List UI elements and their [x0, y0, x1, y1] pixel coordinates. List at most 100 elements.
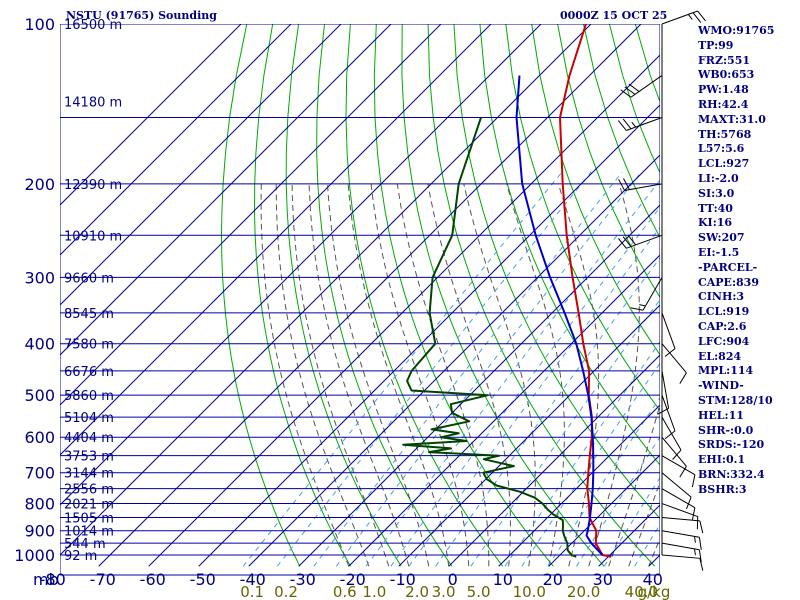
index-item: SHR-:0.0: [698, 423, 754, 437]
wind-barb: [661, 394, 676, 440]
index-item: LCL:927: [698, 157, 750, 171]
pressure-label: 400: [24, 335, 55, 354]
isotherm-line: [60, 24, 242, 206]
wind-barb-flag: [672, 449, 682, 460]
index-item: MAXT:31.0: [698, 112, 766, 126]
temperature-tick-label: 30: [593, 570, 613, 589]
dry-adiabat-line: [505, 24, 660, 412]
mixing-ratio-line: [470, 298, 660, 567]
index-item: TT:40: [698, 201, 733, 215]
index-item: L57:5.6: [698, 142, 745, 156]
height-label: 6676 m: [64, 365, 114, 380]
wind-barb-shaft: [661, 436, 687, 467]
wind-barb-flag: [699, 520, 704, 534]
index-item: HEL:11: [698, 408, 744, 422]
wind-barb-flag: [697, 10, 706, 22]
index-item: SI:3.0: [698, 186, 735, 200]
moist-adiabat-line: [308, 183, 410, 567]
moist-adiabat-line: [347, 183, 450, 567]
temperature-tick-label: -70: [90, 570, 116, 589]
temperature-tick-label: 20: [543, 570, 563, 589]
wind-barb: [661, 530, 702, 550]
mixing-ratio-line: [504, 341, 660, 567]
wind-barb-flag: [657, 407, 669, 415]
wind-barb-shaft: [661, 370, 670, 409]
wind-barbs: [618, 10, 706, 571]
height-label: 544 m: [64, 537, 106, 552]
isotherm-line: [498, 404, 660, 567]
isotherm-line: [548, 454, 660, 567]
wind-barb-shaft: [661, 10, 698, 25]
wind-barb-half-flag: [687, 14, 693, 20]
wind-barb-flag: [618, 120, 627, 131]
wind-barb-half-flag: [631, 121, 637, 128]
wind-barb-flag: [630, 307, 644, 311]
isotherm-line: [60, 24, 592, 556]
height-label: 4404 m: [64, 431, 114, 446]
mixing-ratio-unit-label: g/kg: [638, 583, 671, 600]
dry-adiabats: [220, 24, 660, 567]
index-item: RH:42.4: [698, 97, 749, 111]
mixing-ratio-label: 40.0: [625, 583, 658, 600]
moist-adiabat-line: [588, 183, 640, 567]
isotherm-line: [398, 304, 660, 567]
wind-barb: [661, 472, 692, 510]
index-item: LCL:919: [698, 305, 750, 319]
index-item: EI:-1.5: [698, 245, 740, 259]
isotherm-line: [248, 154, 660, 567]
index-item: SRDS:-120: [698, 438, 765, 452]
temperature-tick-label: 10: [493, 570, 513, 589]
plot-frame: [60, 24, 660, 576]
wind-barb: [661, 455, 696, 488]
dry-adiabat-line: [345, 24, 504, 567]
wind-barb-flag: [622, 118, 632, 130]
dry-adiabat-line: [285, 24, 402, 567]
height-label: 3144 m: [64, 467, 114, 482]
mixing-ratio-line: [365, 179, 660, 567]
dry-adiabat-line: [373, 24, 554, 567]
index-item: -PARCEL-: [698, 260, 758, 274]
height-label: 5104 m: [64, 411, 114, 426]
mixing-ratio-label: 0.2: [274, 583, 298, 600]
wind-barb: [661, 436, 687, 478]
height-label: 92 m: [64, 549, 97, 564]
mixing-ratio-line: [547, 396, 660, 567]
moist-adiabat-line: [608, 402, 660, 567]
wind-barb-flag: [627, 234, 637, 246]
stability-indices-list: WMO:91765 TP:99 FRZ:551 WB0:653 PW:1.48 RH:42…: [698, 24, 774, 498]
index-item: CAP:2.6: [698, 319, 747, 333]
wind-barb-flag: [618, 238, 627, 249]
mixing-ratio-lines: [242, 171, 660, 567]
wind-barb-shaft: [661, 530, 700, 538]
wind-barb-flag: [692, 12, 702, 23]
index-item: BSHR:3: [698, 482, 747, 496]
index-item: TH:5768: [698, 127, 752, 141]
mixing-ratio-label: 0.6: [333, 583, 357, 600]
moist-adiabat-line: [327, 183, 430, 567]
isotherm-line: [60, 24, 342, 306]
height-label: 10910 m: [64, 229, 122, 244]
wind-barb: [661, 503, 699, 530]
moist-adiabat-line: [557, 183, 600, 567]
pressure-label: 700: [24, 464, 55, 483]
wind-barb: [618, 234, 663, 249]
wind-barb-flag: [691, 474, 696, 488]
height-label: 7580 m: [64, 338, 114, 353]
wind-barb: [620, 75, 663, 98]
moist-adiabat-line: [506, 183, 565, 567]
temperature-tick-label: -30: [290, 570, 316, 589]
wind-barb-flag: [685, 496, 692, 510]
mixing-ratio-label: 20.0: [567, 583, 600, 600]
height-label: 5860 m: [64, 389, 114, 404]
wind-barb: [661, 554, 704, 571]
height-label: 2556 m: [64, 483, 114, 498]
mixing-ratio-label: 5.0: [467, 583, 491, 600]
grid: [60, 24, 660, 576]
wind-barb: [661, 542, 702, 563]
dry-adiabat-line: [531, 24, 660, 356]
wind-barb-flag: [624, 86, 636, 95]
sounding-profiles: [402, 24, 612, 558]
temperature-tick-label: -10: [390, 570, 416, 589]
wind-barb: [661, 10, 706, 25]
